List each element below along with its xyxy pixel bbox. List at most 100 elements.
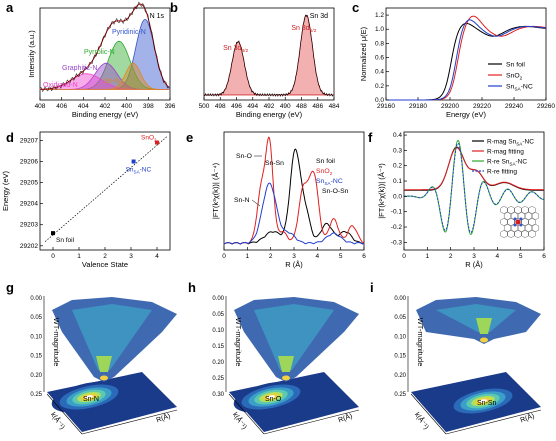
panel-a-title: N 1s: [150, 13, 165, 20]
panel-d-ytick-label: 29202: [20, 243, 38, 250]
panel-a-xtick-label: 396: [165, 103, 176, 110]
inset-hexagon: [514, 229, 522, 239]
panel-f-ytick-label: -0.3: [391, 239, 403, 246]
inset-hexagon: [507, 205, 515, 215]
k-axis: [410, 393, 447, 435]
scatter-point: [131, 159, 136, 164]
panel-b-letter: b: [170, 0, 178, 15]
panel-h-ztick-label: 0.05: [212, 312, 224, 318]
inset-hexagon: [531, 223, 540, 233]
series-line-Sn: [223, 182, 365, 245]
series-line-R-re fitting: [404, 142, 544, 234]
panel-f-xtick-label: 6: [542, 253, 546, 260]
panel-f-ytick-label: 0.4: [393, 132, 402, 139]
wt-surface-low: [96, 356, 112, 372]
panel-g-ylabel: R(Å): [155, 411, 172, 424]
panel-a-xtick-label: 400: [121, 103, 132, 110]
panel-b-xtick-label: 494: [247, 103, 258, 110]
panel-c-ytick-label: 0.4: [375, 69, 384, 76]
panel-d-ytick-label: 29206: [20, 159, 38, 166]
k-axis: [46, 393, 83, 435]
legend-label: SnO2: [506, 73, 523, 82]
panel-c-ytick-label: 0.8: [375, 40, 384, 47]
panel-g-ztick-label: 0.10: [30, 334, 42, 340]
panel-g-zlabel: WT-magnitude: [52, 318, 61, 367]
panel-d-xtick-label: 3: [129, 253, 133, 260]
panel-g-ztick-label: 0.05: [30, 315, 42, 321]
panel-f-xtick-label: 1: [426, 253, 430, 260]
panel-h-ztick-label: 0.30: [212, 392, 224, 398]
panel-b-xtick-label: 484: [329, 103, 340, 110]
panel-h-zlabel: WT-magnitude: [234, 318, 243, 367]
panel-h-annotation: Sn-O: [265, 396, 282, 403]
wt-surface-mid: [72, 304, 152, 370]
panel-g-annotation: Sn-N: [83, 396, 99, 403]
panel-d-ytick-label: 29204: [20, 201, 38, 208]
annotation-sn-sn: Sn-Sn: [265, 160, 284, 167]
panel-i-ztick-label: 0.15: [394, 354, 406, 360]
heatmap-contour: [267, 395, 275, 399]
panel-c-axes: [385, 7, 547, 101]
peak-Sn-N: [40, 62, 170, 90]
panel-d-xtick-label: 1: [77, 253, 81, 260]
annotation-sn-o: Sn-O: [236, 153, 252, 160]
series-line-Sn: [386, 19, 547, 101]
panel-a-xtick-label: 408: [35, 103, 46, 110]
panel-h-ztick-label: 0.20: [212, 360, 224, 366]
inset-hexagon: [521, 229, 529, 239]
panel-f-ytick-label: -0.2: [391, 224, 403, 231]
panel-e-xlabel: R (Å): [285, 260, 303, 269]
panel-c-xtick-label: 29160: [377, 103, 395, 110]
r-axis: [445, 409, 542, 435]
inset-n-atom: [513, 217, 517, 221]
panel-h-ztick-label: 0.10: [212, 328, 224, 334]
panel-f-xtick-label: 4: [496, 253, 500, 260]
panel-b-xtick-label: 498: [215, 103, 226, 110]
inset-n-atom: [513, 223, 517, 227]
peak-label-Pyridinic-N: Pyridinic-N: [112, 29, 146, 36]
panel-h-ylabel: R(Å): [337, 411, 354, 424]
panel-f-ytick-label: 0.3: [393, 147, 402, 154]
panel-b-xtick-label: 496: [231, 103, 242, 110]
panel-f-xtick-label: 5: [519, 253, 523, 260]
panel-e-xtick-label: 2: [269, 253, 273, 260]
panel-g-xlabel: k(Å⁻¹): [49, 410, 67, 431]
panel-e-xtick-label: 5: [339, 253, 343, 260]
wt-surface-min: [282, 375, 290, 381]
legend-label: R-mag fitting: [487, 149, 524, 156]
wt-surface-mid: [254, 304, 334, 370]
panel-f-ytick-label: 0.1: [393, 178, 402, 185]
panel-e-letter: e: [186, 130, 193, 145]
panel-f-xtick-label: 2: [449, 253, 453, 260]
raw-data-line: [39, 1, 169, 93]
legend-label: SnSA-NC: [506, 84, 533, 93]
inset-hexagon: [531, 211, 540, 221]
panel-a-xtick-label: 402: [100, 103, 111, 110]
inset-hexagon: [524, 223, 533, 233]
inset-hexagon: [500, 229, 508, 239]
panel-i-ztick-label: 0.00: [394, 296, 406, 302]
panel-c-xtick-label: 29220: [473, 103, 491, 110]
heatmap-contour: [479, 399, 487, 403]
panel-f-ytick-label: 0.2: [393, 163, 402, 170]
panel-i-zlabel: WT-magnitude: [416, 318, 425, 367]
panel-d-axes: [39, 131, 171, 251]
peak-label-sn3d52: Sn 3d5/2: [291, 25, 316, 34]
panel-b-xlabel: Binding energy (eV): [236, 110, 303, 119]
peak-fill-sn3d: [204, 14, 334, 96]
legend-label: R-re SnSA-NC: [487, 159, 527, 167]
inset-hexagon: [500, 217, 508, 227]
panel-h-ztick-label: 0.00: [212, 296, 224, 302]
panel-g-ztick-label: 0.20: [30, 373, 42, 379]
panel-c-xtick-label: 29200: [441, 103, 459, 110]
inset-n-atom: [519, 217, 523, 221]
panel-d-ylabel: Energy (eV): [1, 170, 10, 211]
inset-hexagon: [521, 205, 529, 215]
inset-hexagon: [514, 205, 522, 215]
wt-surface-min: [480, 337, 488, 343]
panel-i-ztick-label: 0.25: [394, 392, 406, 398]
legend-label: Sn foil: [506, 62, 525, 69]
panel-c-ytick-label: 0.0: [375, 97, 384, 104]
inset-hexagon: [503, 223, 512, 233]
panel-e-xtick-label: 6: [362, 253, 366, 260]
